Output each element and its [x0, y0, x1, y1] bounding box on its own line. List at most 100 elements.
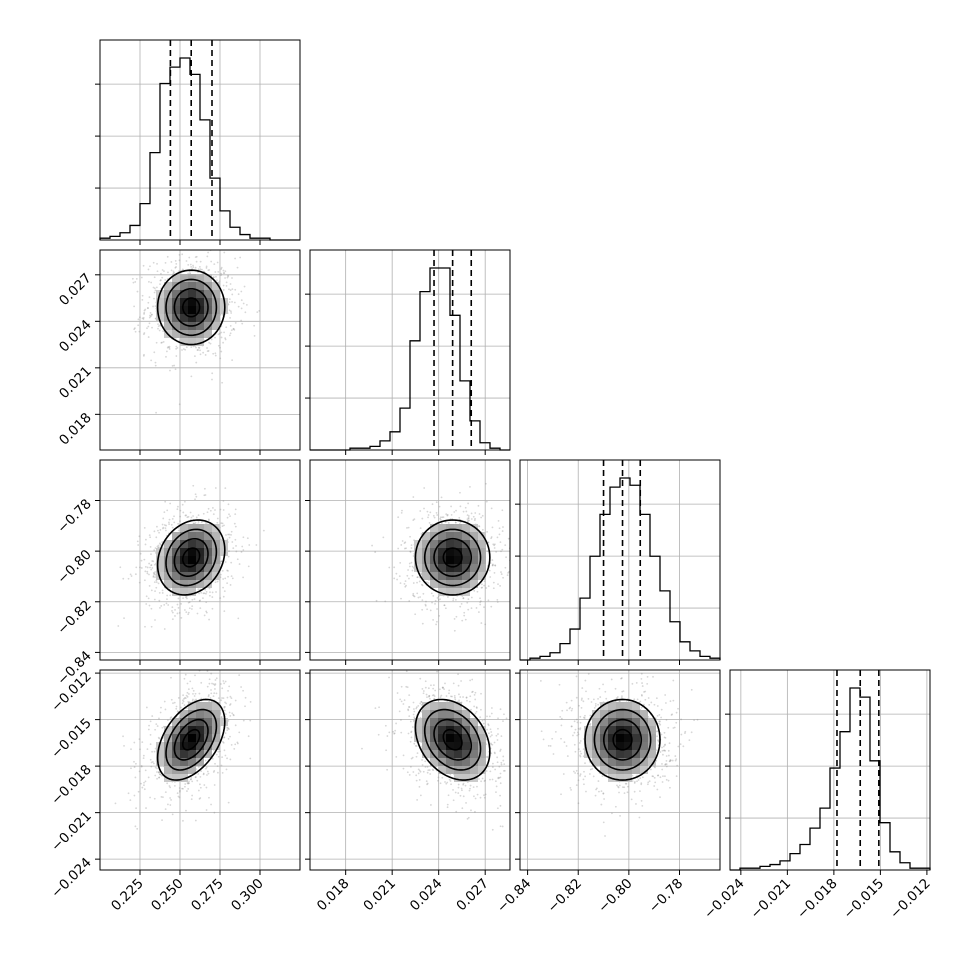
scatter-point	[172, 270, 175, 273]
scatter-point	[194, 493, 197, 496]
scatter-point	[388, 676, 390, 679]
density-panel-0-2	[99, 459, 301, 661]
scatter-point	[458, 516, 461, 519]
scatter-point	[195, 260, 198, 263]
scatter-point	[480, 583, 483, 586]
scatter-point	[183, 609, 186, 611]
density-cell	[164, 282, 172, 290]
scatter-point	[198, 692, 201, 695]
contour-line	[181, 297, 201, 318]
scatter-point	[154, 576, 156, 579]
scatter-point	[225, 768, 228, 771]
scatter-point	[183, 697, 186, 699]
scatter-point	[473, 705, 476, 708]
scatter-point	[432, 769, 435, 772]
scatter-point	[223, 706, 226, 709]
scatter-point	[160, 796, 163, 798]
density-cell	[196, 282, 204, 290]
scatter-point	[396, 692, 399, 694]
scatter-point	[158, 546, 160, 549]
scatter-point	[130, 748, 132, 751]
density-cell	[196, 710, 204, 718]
scatter-point	[457, 783, 460, 786]
scatter-point	[231, 293, 234, 296]
scatter-point	[145, 706, 148, 709]
scatter-point	[178, 716, 181, 719]
scatter-point	[148, 322, 151, 325]
density-cell	[454, 702, 462, 710]
scatter-point	[183, 704, 186, 706]
scatter-point	[142, 264, 145, 267]
scatter-point	[467, 598, 470, 601]
scatter-point	[496, 536, 499, 539]
density-cell	[196, 556, 204, 564]
contour-line	[173, 718, 209, 761]
scatter-point	[227, 689, 229, 692]
scatter-point	[543, 501, 545, 503]
density-cell	[470, 580, 478, 588]
scatter-point	[499, 585, 502, 587]
scatter-point	[388, 566, 391, 569]
scatter-point	[159, 773, 162, 776]
scatter-point	[428, 695, 430, 698]
scatter-point	[177, 606, 180, 609]
scatter-point	[138, 566, 141, 569]
scatter-point	[187, 788, 190, 790]
scatter-point	[161, 541, 164, 543]
scatter-point	[495, 785, 498, 788]
scatter-point	[213, 684, 216, 687]
density-cell	[196, 322, 204, 330]
scatter-point	[216, 521, 219, 524]
scatter-point	[190, 777, 193, 779]
scatter-point	[147, 728, 150, 731]
scatter-point	[421, 759, 423, 761]
density-cell	[462, 750, 470, 758]
scatter-point	[435, 620, 438, 623]
scatter-point	[211, 682, 213, 685]
density-cell	[462, 710, 470, 718]
scatter-point	[153, 291, 156, 294]
scatter-point	[490, 712, 493, 715]
scatter-point	[228, 711, 231, 714]
scatter-point	[386, 735, 389, 737]
density-cell	[438, 726, 446, 734]
scatter-point	[193, 695, 196, 697]
scatter-point	[470, 518, 473, 520]
density-cell	[188, 298, 196, 306]
scatter-point	[415, 755, 418, 758]
density-cell	[438, 564, 446, 572]
scatter-point	[141, 741, 144, 744]
scatter-point	[418, 779, 421, 781]
density-cell	[462, 556, 470, 564]
scatter-point	[386, 768, 389, 771]
scatter-point	[205, 601, 208, 604]
scatter-point	[417, 772, 420, 775]
scatter-point	[237, 305, 240, 308]
scatter-point	[400, 597, 402, 600]
scatter-point	[158, 737, 161, 740]
density-cell	[196, 540, 204, 548]
scatter-point	[240, 299, 243, 302]
scatter-point	[228, 685, 231, 688]
scatter-point	[158, 329, 161, 332]
scatter-point	[160, 341, 163, 344]
scatter-point	[517, 578, 519, 580]
scatter-point	[155, 536, 158, 539]
scatter-point	[501, 530, 504, 532]
scatter-point	[220, 522, 223, 525]
scatter-point	[424, 680, 427, 683]
scatter-point	[220, 336, 223, 339]
scatter-point	[468, 519, 470, 522]
scatter-point	[155, 286, 158, 289]
scatter-point	[214, 509, 216, 511]
scatter-point	[189, 680, 192, 683]
scatter-point	[458, 699, 460, 702]
scatter-point	[407, 709, 410, 712]
scatter-point	[447, 596, 449, 598]
scatter-point	[229, 714, 232, 717]
scatter-point	[486, 755, 489, 758]
scatter-point	[140, 764, 143, 767]
scatter-point	[237, 617, 240, 620]
scatter-point	[258, 310, 261, 312]
scatter-point	[190, 346, 193, 349]
